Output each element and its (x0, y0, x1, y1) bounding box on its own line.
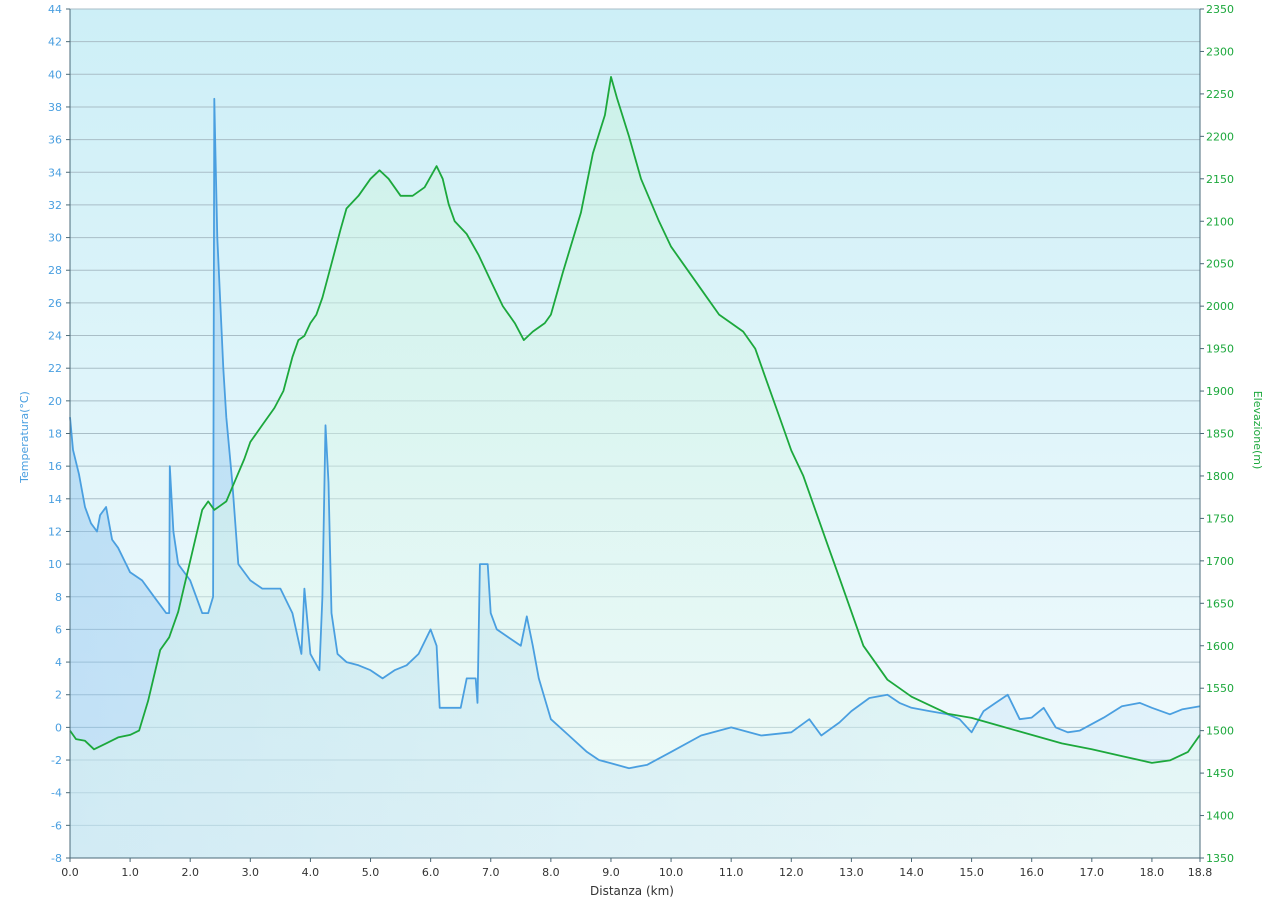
x-tick-label: 18.0 (1140, 866, 1165, 879)
x-tick-label: 9.0 (602, 866, 620, 879)
y-left-tick-label: 36 (48, 134, 62, 147)
x-tick-label: 18.8 (1188, 866, 1213, 879)
y-right-tick-label: 2100 (1206, 215, 1234, 228)
y-left-tick-label: 28 (48, 264, 62, 277)
y-left-tick-label: 12 (48, 525, 62, 538)
x-tick-label: 7.0 (482, 866, 500, 879)
y-left-tick-label: 4 (55, 656, 62, 669)
x-tick-label: 1.0 (121, 866, 139, 879)
y-right-tick-label: 1700 (1206, 555, 1234, 568)
x-tick-label: 4.0 (302, 866, 320, 879)
y-left-tick-label: -2 (51, 754, 62, 767)
y-left-tick-label: 2 (55, 689, 62, 702)
y-left-tick-label: 24 (48, 330, 62, 343)
y-right-tick-label: 1600 (1206, 640, 1234, 653)
y-left-tick-label: 44 (48, 3, 62, 16)
y-left-tick-label: -4 (51, 787, 62, 800)
x-tick-label: 16.0 (1019, 866, 1044, 879)
elevation-area (70, 76, 1200, 858)
y-right-tick-label: 2150 (1206, 173, 1234, 186)
y-left-tick-label: 20 (48, 395, 62, 408)
y-right-tick-label: 2200 (1206, 130, 1234, 143)
y-axis-left-label: Temperatura(°C) (18, 391, 31, 484)
x-tick-label: 5.0 (362, 866, 380, 879)
y-left-tick-label: 34 (48, 166, 62, 179)
x-tick-label: 14.0 (899, 866, 924, 879)
x-tick-label: 17.0 (1080, 866, 1105, 879)
y-left-tick-label: 38 (48, 101, 62, 114)
x-tick-label: 2.0 (181, 866, 199, 879)
y-left-tick-label: 30 (48, 232, 62, 245)
y-right-tick-label: 1500 (1206, 725, 1234, 738)
x-tick-label: 12.0 (779, 866, 804, 879)
y-right-tick-label: 2250 (1206, 88, 1234, 101)
y-left-tick-label: 22 (48, 362, 62, 375)
temperature-series-line (69, 97, 1201, 770)
y-right-tick-label: 1550 (1206, 682, 1234, 695)
x-tick-label: 6.0 (422, 866, 440, 879)
elevation-series-line (69, 76, 1201, 764)
y-left-tick-label: -8 (51, 852, 62, 865)
y-right-tick-label: 2050 (1206, 258, 1234, 271)
y-right-tick-label: 1400 (1206, 810, 1234, 823)
y-left-tick-label: 42 (48, 36, 62, 49)
series-layer (69, 76, 1201, 859)
y-left-tick-label: 8 (55, 591, 62, 604)
y-left-tick-label: -6 (51, 819, 62, 832)
x-axis-label: Distanza (km) (590, 884, 674, 898)
y-right-tick-label: 1350 (1206, 852, 1234, 865)
y-left-tick-label: 16 (48, 460, 62, 473)
y-right-tick-label: 1800 (1206, 470, 1234, 483)
x-tick-label: 15.0 (959, 866, 984, 879)
y-right-tick-label: 2350 (1206, 3, 1234, 16)
y-right-tick-label: 1450 (1206, 767, 1234, 780)
y-left-tick-label: 32 (48, 199, 62, 212)
y-right-tick-label: 1950 (1206, 343, 1234, 356)
x-tick-label: 13.0 (839, 866, 864, 879)
y-left-tick-label: 6 (55, 623, 62, 636)
x-tick-label: 11.0 (719, 866, 744, 879)
x-tick-label: 3.0 (242, 866, 260, 879)
y-left-tick-label: 10 (48, 558, 62, 571)
y-right-tick-label: 1750 (1206, 512, 1234, 525)
x-tick-label: 8.0 (542, 866, 560, 879)
y-left-tick-label: 18 (48, 428, 62, 441)
x-tick-label: 10.0 (659, 866, 684, 879)
axes (66, 8, 1204, 862)
y-axis-right-label: Elevazione(m) (1251, 391, 1264, 470)
y-right-tick-label: 2000 (1206, 300, 1234, 313)
y-right-tick-label: 1650 (1206, 597, 1234, 610)
y-left-tick-label: 40 (48, 68, 62, 81)
x-tick-label: 0.0 (61, 866, 79, 879)
y-right-tick-label: 1850 (1206, 428, 1234, 441)
y-left-tick-label: 26 (48, 297, 62, 310)
y-left-tick-label: 0 (55, 721, 62, 734)
y-right-tick-label: 2300 (1206, 45, 1234, 58)
tick-labels: 4442403836343230282624222018161412108642… (48, 3, 1234, 879)
y-left-tick-label: 14 (48, 493, 62, 506)
y-right-tick-label: 1900 (1206, 385, 1234, 398)
